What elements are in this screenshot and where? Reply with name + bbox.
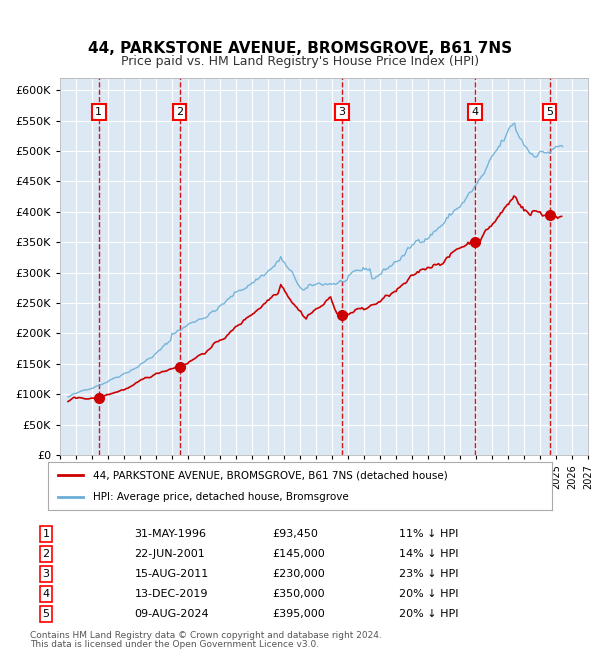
Text: £395,000: £395,000 <box>272 609 325 619</box>
Text: HPI: Average price, detached house, Bromsgrove: HPI: Average price, detached house, Brom… <box>94 491 349 502</box>
Text: This data is licensed under the Open Government Licence v3.0.: This data is licensed under the Open Gov… <box>30 640 319 649</box>
Text: Price paid vs. HM Land Registry's House Price Index (HPI): Price paid vs. HM Land Registry's House … <box>121 55 479 68</box>
Text: 1: 1 <box>95 107 102 117</box>
Text: 4: 4 <box>472 107 479 117</box>
Text: 22-JUN-2001: 22-JUN-2001 <box>134 549 205 559</box>
Text: 09-AUG-2024: 09-AUG-2024 <box>134 609 209 619</box>
Text: 3: 3 <box>43 569 50 579</box>
Text: 3: 3 <box>338 107 346 117</box>
Text: 14% ↓ HPI: 14% ↓ HPI <box>400 549 459 559</box>
Text: £93,450: £93,450 <box>272 529 318 539</box>
Text: 1: 1 <box>43 529 50 539</box>
Text: Contains HM Land Registry data © Crown copyright and database right 2024.: Contains HM Land Registry data © Crown c… <box>30 631 382 640</box>
Text: 20% ↓ HPI: 20% ↓ HPI <box>400 589 459 599</box>
Text: 2: 2 <box>176 107 183 117</box>
Text: £350,000: £350,000 <box>272 589 325 599</box>
Text: 44, PARKSTONE AVENUE, BROMSGROVE, B61 7NS (detached house): 44, PARKSTONE AVENUE, BROMSGROVE, B61 7N… <box>94 470 448 480</box>
Text: 11% ↓ HPI: 11% ↓ HPI <box>400 529 459 539</box>
Text: 31-MAY-1996: 31-MAY-1996 <box>134 529 206 539</box>
Text: £230,000: £230,000 <box>272 569 325 579</box>
Text: 44, PARKSTONE AVENUE, BROMSGROVE, B61 7NS: 44, PARKSTONE AVENUE, BROMSGROVE, B61 7N… <box>88 41 512 57</box>
Text: 15-AUG-2011: 15-AUG-2011 <box>134 569 209 579</box>
Text: 20% ↓ HPI: 20% ↓ HPI <box>400 609 459 619</box>
Text: 5: 5 <box>43 609 50 619</box>
Text: 4: 4 <box>43 589 50 599</box>
Text: 5: 5 <box>546 107 553 117</box>
Text: £145,000: £145,000 <box>272 549 325 559</box>
Text: 2: 2 <box>43 549 50 559</box>
Text: 13-DEC-2019: 13-DEC-2019 <box>134 589 208 599</box>
Text: 23% ↓ HPI: 23% ↓ HPI <box>400 569 459 579</box>
